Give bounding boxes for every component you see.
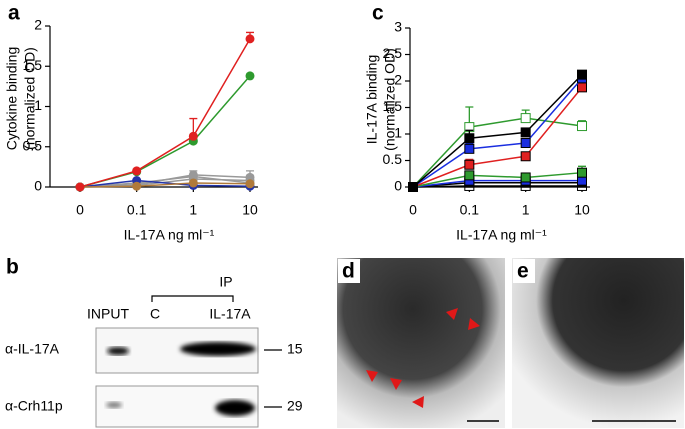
marker: [188, 178, 198, 188]
y-tick-label: 1: [394, 125, 402, 141]
y-tick-label: 3: [394, 19, 402, 35]
x-tick-label: 10: [242, 202, 258, 218]
series-line: [79, 175, 251, 188]
y-tick-label: 0.5: [383, 151, 403, 167]
antibody-label: α-Crh11p: [5, 398, 63, 414]
chart: c IL-17A binding (normalized OD) IL-17A ng …: [364, 2, 590, 243]
label-box: [338, 259, 360, 283]
band: [180, 342, 256, 356]
lane-label: IL-17A: [209, 306, 251, 322]
marker: [132, 166, 142, 176]
x-tick-label: 1: [189, 202, 197, 218]
y-axis-title: IL-17A binding: [364, 55, 380, 145]
size-label: 29: [287, 398, 303, 414]
y-tick-label: 2: [34, 17, 42, 33]
marker: [132, 181, 142, 191]
x-tick-label: 0.1: [127, 202, 147, 218]
marker: [520, 172, 531, 183]
panel-d: d: [337, 258, 505, 428]
y-tick-label: 1: [34, 97, 42, 113]
x-axis-title: IL-17A ng ml⁻¹: [124, 227, 215, 243]
y-axis-title: (normalized OD): [22, 47, 38, 150]
y-tick-label: 0.5: [23, 137, 43, 153]
panel-label: a: [8, 2, 20, 25]
panel-label: b: [6, 256, 19, 279]
marker: [245, 71, 255, 81]
panel-label: d: [342, 260, 355, 283]
antibody-label: α-IL-17A: [5, 341, 60, 357]
band: [215, 400, 255, 416]
y-tick-label: 2: [394, 72, 402, 88]
y-tick-label: 2.5: [383, 45, 403, 61]
arrow: [446, 308, 458, 320]
marker: [464, 143, 475, 154]
band: [106, 402, 122, 408]
marker: [464, 133, 475, 144]
y-axis-title: (normalized OD): [382, 48, 398, 151]
marker: [520, 127, 531, 138]
marker: [408, 182, 418, 192]
marker: [75, 182, 85, 192]
band: [107, 347, 129, 355]
series-line: [412, 179, 582, 188]
series-line: [79, 75, 251, 188]
marker: [577, 69, 587, 80]
series-line: [412, 74, 583, 188]
chart: a Cytokine binding (normalized OD) IL-17A n…: [4, 2, 258, 243]
marker: [464, 159, 475, 170]
series-line: [79, 182, 251, 188]
arrows: [366, 308, 480, 408]
series-line: [412, 77, 583, 188]
y-tick-label: 1.5: [383, 98, 403, 114]
marker: [520, 151, 531, 162]
marker: [577, 121, 587, 132]
series-line: [412, 185, 582, 188]
x-tick-label: 0.1: [460, 202, 480, 218]
series-line: [412, 171, 583, 188]
x-tick-label: 1: [522, 202, 530, 218]
y-tick-label: 0: [34, 178, 42, 194]
marker: [464, 170, 475, 181]
marker: [520, 138, 531, 149]
marker: [520, 113, 531, 124]
y-axis-title: Cytokine binding: [4, 47, 20, 151]
marker: [577, 167, 587, 178]
arrow: [412, 396, 424, 408]
ip-bracket: [151, 295, 234, 302]
label-box: [513, 259, 535, 283]
x-axis-title: IL-17A ng ml⁻¹: [456, 227, 547, 243]
series-line: [79, 179, 251, 188]
marker: [245, 34, 255, 44]
x-tick-label: 10: [574, 202, 590, 218]
marker: [577, 82, 587, 93]
panel-b: b IP INPUT C IL-17A α-IL-17A 15 α-Crh11p…: [5, 256, 303, 428]
series-line: [412, 182, 582, 188]
marker: [245, 179, 255, 189]
size-label: 15: [287, 341, 303, 357]
x-tick-label: 0: [409, 202, 417, 218]
marker: [188, 172, 198, 182]
ip-label: IP: [219, 274, 232, 290]
lane-label: C: [150, 306, 160, 322]
panel-label: e: [517, 260, 529, 283]
marker: [188, 131, 198, 141]
series-line: [79, 38, 251, 188]
series-line: [412, 86, 583, 188]
arrow: [366, 370, 378, 382]
panel-label: c: [372, 2, 384, 25]
lane-label: INPUT: [87, 306, 129, 322]
x-tick-label: 0: [76, 202, 84, 218]
y-tick-label: 1.5: [23, 57, 43, 73]
y-tick-label: 0: [394, 178, 402, 194]
micrograph: [512, 258, 684, 428]
arrow: [468, 318, 480, 330]
panel-e: e: [512, 258, 684, 428]
arrow: [390, 378, 402, 390]
